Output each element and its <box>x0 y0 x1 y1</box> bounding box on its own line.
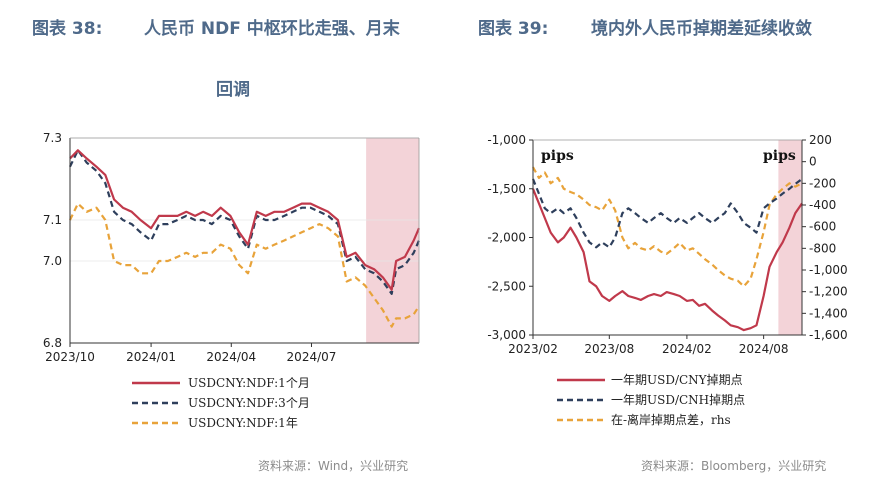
series-line <box>531 178 803 249</box>
left-figure-title-line2: 回调 <box>216 80 250 100</box>
shaded-period <box>366 138 419 343</box>
right-y-tick-label: -1,000 <box>809 263 848 277</box>
y-tick-label: 6.8 <box>43 336 62 350</box>
shaded-period <box>778 140 802 335</box>
y-tick-label: 7.3 <box>43 131 62 145</box>
right-y-tick-label: 200 <box>809 133 832 147</box>
x-tick-label: 2023/10 <box>45 350 95 364</box>
x-tick-label: 2024/07 <box>287 350 337 364</box>
x-tick-label: 2024/01 <box>126 350 176 364</box>
legend: USDCNY:NDF:1个月 USDCNY:NDF:3个月 USDCNY:NDF:1… <box>132 376 310 430</box>
x-tick-labels: 2023/02 2023/08 2024/02 2024/08 <box>508 335 789 356</box>
right-y-tick-label: -800 <box>809 241 836 255</box>
right-swap-line-chart: -1,000 -1,500 -2,000 -2,500 -3,000 200 0 -200 -… <box>487 133 848 427</box>
left-ndf-line-chart: 7.3 7.1 7.0 6.8 2023/10 2024/01 2024/04 2024/0… <box>43 131 421 430</box>
series-lines <box>69 149 421 328</box>
series-line <box>532 166 803 288</box>
left-y-tick-label: -1,500 <box>487 182 526 196</box>
x-tick-label: 2023/08 <box>584 342 634 356</box>
legend-label: 一年期USD/CNH掉期点 <box>611 393 745 407</box>
right-y-tick-label: -200 <box>809 176 836 190</box>
series-line <box>69 202 420 328</box>
left-y-tick-label: -2,000 <box>487 231 526 245</box>
x-tick-label: 2024/02 <box>662 342 712 356</box>
legend-label: USDCNY:NDF:1个月 <box>188 376 310 390</box>
right-y-tick-label: -1,400 <box>809 306 848 320</box>
left-y-tick-label: -2,500 <box>487 279 526 293</box>
y-tick-labels: 7.3 7.1 7.0 6.8 <box>43 131 62 350</box>
pips-annotation-right: pips <box>763 148 796 164</box>
series-line <box>69 149 421 291</box>
right-figure-title: 境内外人民币掉期差延续收敛 <box>591 19 812 39</box>
left-y-tick-labels: -1,000 -1,500 -2,000 -2,500 -3,000 <box>487 133 533 342</box>
right-y-tick-label: -1,200 <box>809 285 848 299</box>
left-figure-label: 图表 38: <box>32 19 103 39</box>
x-tick-label: 2024/04 <box>206 350 256 364</box>
x-tick-labels: 2023/10 2024/01 2024/04 2024/07 <box>45 343 336 364</box>
left-y-tick-label: -3,000 <box>487 328 526 342</box>
right-y-tick-labels: 200 0 -200 -400 -600 -800 -1,000 -1,200 -1,400 -1… <box>802 133 848 342</box>
series-line <box>531 188 803 332</box>
x-tick-label: 2023/02 <box>508 342 558 356</box>
right-y-tick-label: -1,600 <box>809 328 848 342</box>
y-tick-label: 7.1 <box>43 213 62 227</box>
right-figure-label: 图表 39: <box>478 19 549 39</box>
series-lines <box>531 166 803 332</box>
right-source-note: 资料来源：Bloomberg，兴业研究 <box>641 459 827 473</box>
pips-annotation-left: pips <box>541 148 574 164</box>
right-y-tick-label: 0 <box>809 155 817 169</box>
left-source-note: 资料来源：Wind，兴业研究 <box>258 459 409 473</box>
left-figure-title-line1: 人民币 NDF 中枢环比走强、月末 <box>144 19 400 39</box>
y-tick-label: 7.0 <box>43 254 62 268</box>
left-y-tick-label: -1,000 <box>487 133 526 147</box>
right-y-tick-label: -600 <box>809 220 836 234</box>
legend-label: 一年期USD/CNY掉期点 <box>611 373 743 387</box>
legend-label: 在-离岸掉期点差，rhs <box>611 412 731 427</box>
x-tick-label: 2024/08 <box>739 342 789 356</box>
right-y-tick-label: -400 <box>809 198 836 212</box>
legend-label: USDCNY:NDF:3个月 <box>188 396 310 410</box>
legend-label: USDCNY:NDF:1年 <box>188 416 298 430</box>
